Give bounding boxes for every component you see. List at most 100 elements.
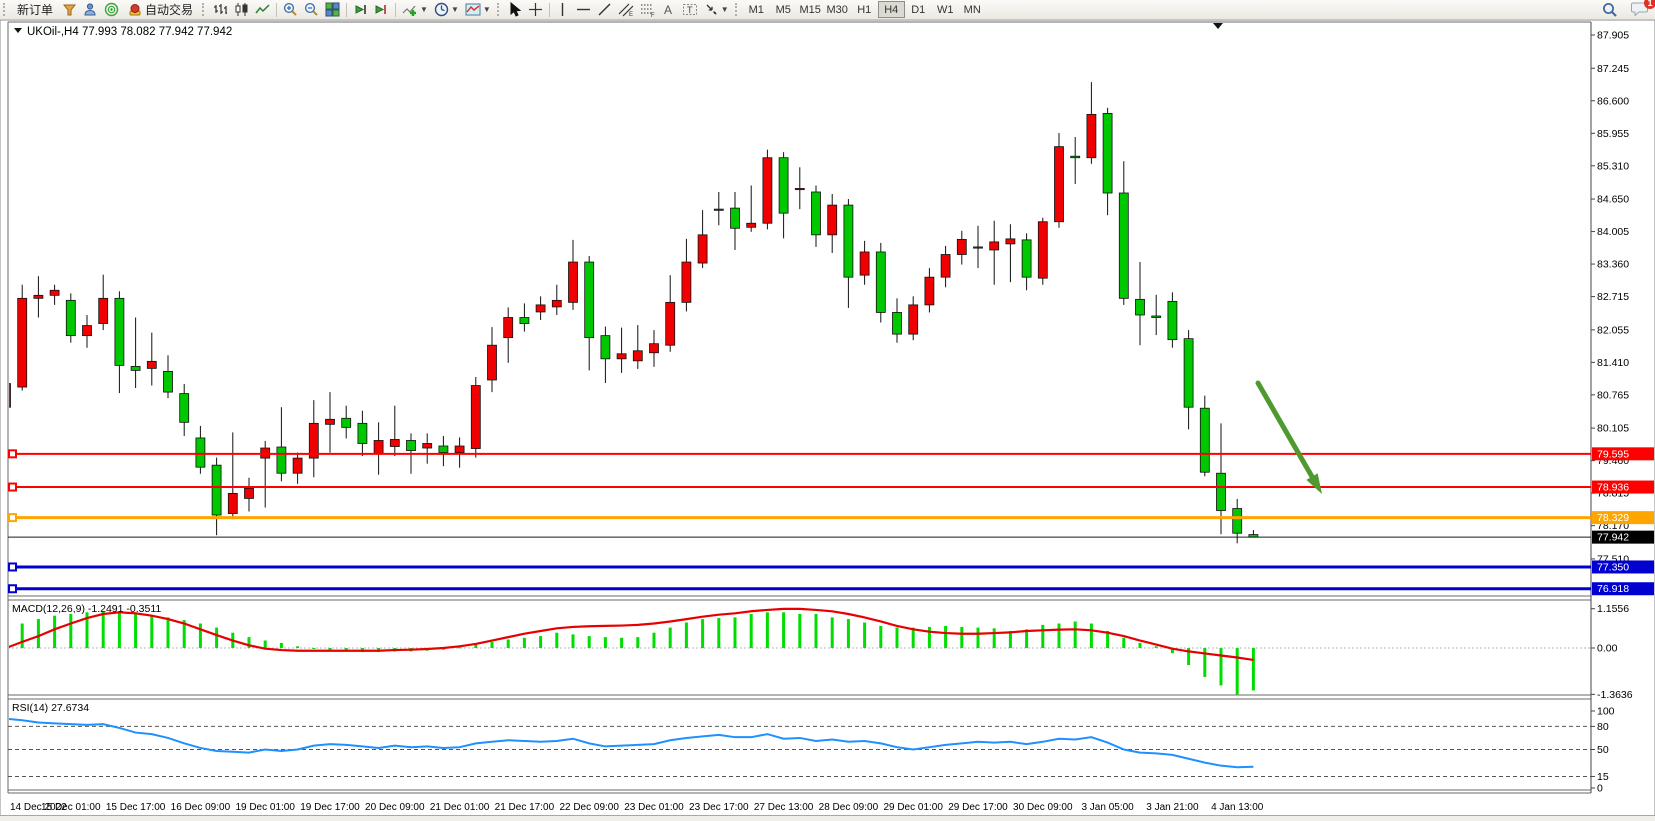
candle-body (665, 301, 676, 346)
price-label-text: 77.942 (1597, 532, 1629, 544)
rsi-tick-label: 80 (1597, 721, 1609, 733)
hline-handle (8, 513, 17, 523)
dropdown-arrow-icon: ▼ (450, 5, 459, 14)
channel-button[interactable]: E (615, 1, 637, 18)
timeframe-M1[interactable]: M1 (748, 3, 764, 16)
fibonacci-button[interactable]: F (637, 1, 659, 18)
vertical-line-button[interactable] (553, 1, 573, 18)
timeframe-M5[interactable]: M5 (775, 3, 791, 16)
indicators-button[interactable]: ▼ (399, 1, 431, 18)
rsi-axis[interactable]: 100 80 50 150 (1591, 706, 1615, 795)
candle-body (503, 317, 514, 339)
zoom-in-icon (283, 2, 297, 16)
zoom-in-button[interactable] (280, 1, 301, 18)
arrows-button[interactable]: ▼ (701, 1, 732, 18)
bar-chart-button[interactable] (210, 1, 231, 18)
chart-shift-button[interactable] (371, 1, 392, 18)
text-label-button[interactable]: T (679, 1, 701, 18)
symbol-dropdown-icon[interactable] (14, 28, 22, 33)
templates-button[interactable]: ▼ (462, 1, 494, 18)
price-label-text: 78.329 (1597, 512, 1629, 524)
timeframe-D1[interactable]: D1 (911, 3, 926, 16)
zoom-out-button[interactable] (301, 1, 322, 18)
candle-body (681, 261, 692, 303)
candle-body (859, 251, 870, 276)
crosshair-button[interactable] (525, 1, 546, 18)
svg-text:A: A (664, 3, 672, 17)
auto-trading-button[interactable]: 自动交易 (122, 1, 199, 18)
candle-body (1070, 155, 1081, 159)
candlestick-chart-button[interactable] (231, 1, 252, 18)
horizontal-line-button[interactable] (573, 1, 594, 18)
chart-template-icon (465, 3, 481, 16)
price-label-box (1592, 447, 1654, 461)
timeframe-MN[interactable]: MN (963, 3, 981, 16)
line-chart-button[interactable] (252, 1, 273, 18)
toolbar-grip[interactable] (734, 3, 741, 16)
vertical-line-icon (562, 3, 564, 16)
market-watch-icon[interactable] (59, 1, 80, 18)
time-tick-label: 21 Dec 17:00 (495, 802, 555, 813)
rsi-tick-label: 50 (1597, 744, 1609, 756)
candle-body (1151, 315, 1162, 318)
time-tick-label: 19 Dec 17:00 (300, 802, 360, 813)
chart-shift-marker[interactable] (1213, 23, 1223, 29)
price-label-text: 79.595 (1597, 448, 1629, 460)
trendline-button[interactable] (594, 1, 615, 18)
candle-body (827, 204, 838, 236)
timeframe-M30[interactable]: M30 (826, 3, 848, 16)
candle-body (713, 208, 724, 211)
timeframe-H1[interactable]: H1 (857, 3, 872, 16)
periods-button[interactable]: ▼ (431, 1, 462, 18)
candle-body (616, 353, 627, 360)
tile-windows-button[interactable] (322, 1, 343, 18)
price-label-box (1592, 511, 1654, 525)
cursor-button[interactable] (505, 1, 525, 18)
timeframe-W1[interactable]: W1 (936, 3, 954, 16)
price-tick-label: 84.005 (1597, 226, 1629, 238)
annotation-arrow[interactable] (1255, 380, 1322, 494)
notifications-button[interactable]: 1 (1631, 0, 1655, 19)
time-tick-label: 15 Dec 17:00 (106, 802, 166, 813)
candle-body (179, 393, 190, 423)
price-label-text: 78.936 (1597, 482, 1629, 494)
price-tick-label: 87.245 (1597, 63, 1629, 75)
text-button[interactable]: A (659, 1, 679, 18)
cursor-icon (510, 2, 522, 17)
signals-icon[interactable] (101, 1, 122, 18)
svg-text:E: E (629, 12, 633, 17)
candle-body (1135, 298, 1145, 316)
toolbar-separator (346, 2, 348, 17)
macd-tick-label: -1.3636 (1597, 689, 1633, 701)
candle-body (1118, 192, 1129, 299)
candle-body (276, 446, 287, 474)
toolbar-grip[interactable] (3, 3, 9, 16)
toolbar-grip[interactable] (202, 3, 208, 16)
macd-axis[interactable]: 1.1556 0.00 -1.3636 (1591, 603, 1633, 701)
accounts-icon[interactable] (80, 1, 101, 18)
price-tick-label: 86.600 (1597, 95, 1629, 107)
price-label-text: 77.350 (1597, 561, 1629, 573)
main-toolbar: 新订单 自动交易 (0, 0, 1655, 20)
horizontal-lines[interactable]: 79.595 78.936 78.329 77.942 77.350 76.918 (8, 447, 1654, 596)
timeframe-M15[interactable]: M15 (799, 3, 821, 16)
svg-text:F: F (651, 13, 655, 17)
timeframe-H4[interactable]: H4 (877, 1, 905, 18)
candle-body (762, 157, 773, 224)
time-tick-label: 28 Dec 09:00 (819, 802, 879, 813)
auto-scroll-button[interactable] (350, 1, 371, 18)
fibonacci-icon: F (640, 4, 655, 17)
candle-body (551, 299, 562, 308)
time-tick-label: 30 Dec 09:00 (1013, 802, 1073, 813)
search-button[interactable] (1599, 1, 1621, 18)
toolbar-grip[interactable] (496, 3, 503, 16)
auto-trading-label: 自动交易 (145, 3, 194, 17)
new-order-button[interactable]: 新订单 (11, 1, 59, 18)
price-tick-label: 87.905 (1597, 30, 1629, 42)
candle-body (227, 492, 238, 514)
funnel-icon (62, 4, 77, 16)
shapes-arrows-icon (706, 4, 717, 15)
hline-handle (8, 584, 17, 594)
